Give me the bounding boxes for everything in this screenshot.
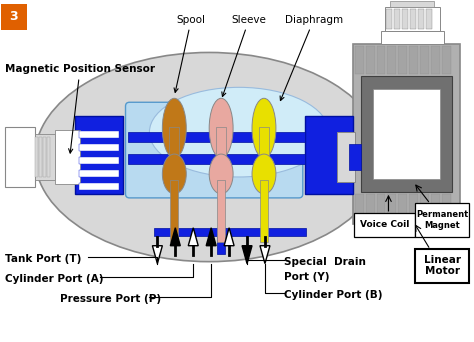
- Bar: [376, 47, 385, 74]
- Bar: [355, 194, 364, 222]
- Bar: [355, 47, 364, 74]
- Bar: [169, 127, 179, 182]
- Bar: [128, 132, 305, 142]
- Bar: [387, 194, 396, 222]
- Bar: [384, 6, 440, 30]
- Bar: [426, 9, 432, 28]
- Text: Sleeve: Sleeve: [222, 15, 266, 96]
- Bar: [402, 9, 409, 28]
- Bar: [216, 127, 226, 182]
- FancyBboxPatch shape: [354, 213, 415, 237]
- Bar: [394, 9, 401, 28]
- Bar: [410, 9, 416, 28]
- Bar: [55, 130, 80, 184]
- Bar: [381, 30, 444, 44]
- Bar: [442, 194, 451, 222]
- Text: Special  Drain: Special Drain: [284, 256, 366, 267]
- Bar: [365, 194, 374, 222]
- Polygon shape: [242, 246, 252, 264]
- Bar: [79, 131, 118, 138]
- Bar: [420, 47, 429, 74]
- Bar: [128, 154, 305, 164]
- Polygon shape: [206, 228, 216, 246]
- Bar: [386, 9, 392, 28]
- Bar: [353, 44, 460, 224]
- Bar: [79, 144, 118, 151]
- Ellipse shape: [209, 154, 233, 194]
- Bar: [79, 170, 118, 177]
- Bar: [399, 194, 408, 222]
- Ellipse shape: [163, 154, 186, 194]
- Bar: [365, 47, 374, 74]
- Bar: [35, 134, 55, 180]
- Bar: [419, 9, 424, 28]
- Text: Diaphragm: Diaphragm: [280, 15, 343, 101]
- FancyBboxPatch shape: [415, 203, 469, 237]
- Bar: [349, 144, 361, 170]
- Text: Magnetic Position Sensor: Magnetic Position Sensor: [5, 64, 155, 153]
- Text: Port (Y): Port (Y): [284, 272, 329, 281]
- Bar: [35, 137, 38, 177]
- Ellipse shape: [163, 98, 186, 158]
- Bar: [337, 132, 355, 182]
- Text: Voice Coil: Voice Coil: [360, 220, 409, 229]
- Bar: [217, 180, 225, 242]
- Polygon shape: [170, 228, 180, 246]
- Text: Linear
Motor: Linear Motor: [424, 255, 461, 276]
- Bar: [260, 180, 268, 242]
- Bar: [410, 47, 419, 74]
- Bar: [373, 89, 440, 179]
- Text: Tank Port (T): Tank Port (T): [5, 254, 82, 264]
- Bar: [387, 47, 396, 74]
- Bar: [79, 183, 118, 190]
- Ellipse shape: [35, 52, 383, 262]
- Bar: [431, 47, 440, 74]
- Bar: [155, 228, 306, 236]
- Polygon shape: [188, 228, 198, 246]
- FancyBboxPatch shape: [415, 249, 469, 282]
- Polygon shape: [153, 246, 163, 264]
- Bar: [399, 47, 408, 74]
- Bar: [79, 157, 118, 164]
- Bar: [5, 127, 35, 187]
- Bar: [39, 137, 42, 177]
- Ellipse shape: [209, 98, 233, 158]
- Text: Spool: Spool: [174, 15, 206, 92]
- Bar: [410, 194, 419, 222]
- Bar: [431, 194, 440, 222]
- Text: Cylinder Port (B): Cylinder Port (B): [284, 290, 383, 300]
- FancyBboxPatch shape: [126, 102, 303, 198]
- Bar: [442, 47, 451, 74]
- Text: Pressure Port (P): Pressure Port (P): [60, 293, 161, 303]
- Bar: [47, 137, 50, 177]
- Ellipse shape: [252, 98, 276, 158]
- Bar: [43, 137, 46, 177]
- Bar: [420, 194, 429, 222]
- Bar: [259, 127, 269, 182]
- Bar: [361, 76, 452, 192]
- Polygon shape: [224, 228, 234, 246]
- Bar: [391, 1, 434, 6]
- Ellipse shape: [252, 154, 276, 194]
- Ellipse shape: [149, 87, 328, 177]
- Polygon shape: [260, 246, 270, 264]
- Text: Cylinder Port (A): Cylinder Port (A): [5, 274, 103, 284]
- Text: 3: 3: [9, 10, 18, 23]
- FancyBboxPatch shape: [1, 4, 27, 29]
- Bar: [217, 234, 225, 254]
- Bar: [75, 116, 122, 194]
- Text: Permanent
Magnet: Permanent Magnet: [416, 210, 468, 229]
- Bar: [170, 180, 178, 242]
- Bar: [376, 194, 385, 222]
- Bar: [305, 116, 353, 194]
